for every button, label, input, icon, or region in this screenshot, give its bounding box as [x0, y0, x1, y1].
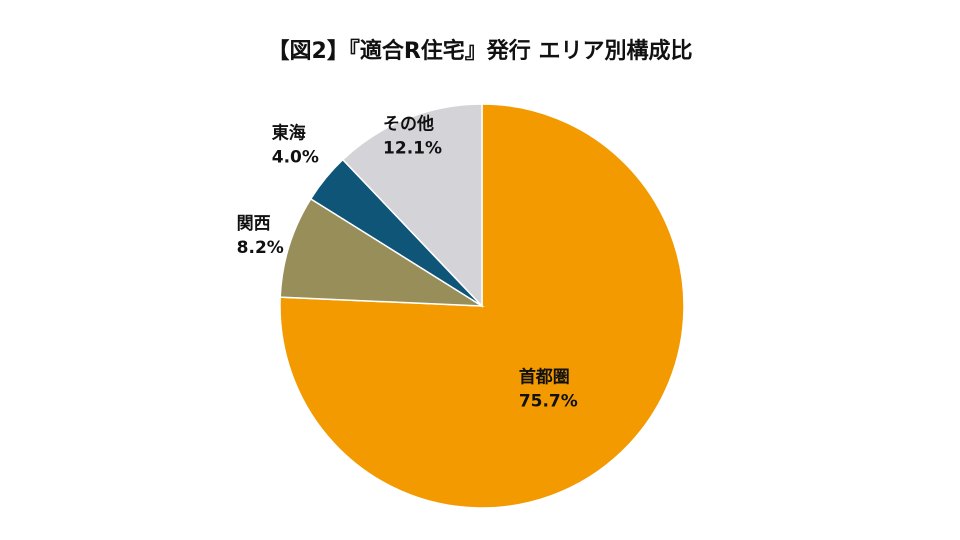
slice-value-label-1: 8.2% — [237, 238, 284, 258]
pie-labels: 首都圏 75.7% 関西 8.2% 東海 4.0% その他 12.1% — [237, 113, 578, 411]
slice-value-label-2: 4.0% — [272, 147, 319, 167]
slice-label-1: 関西 — [237, 214, 271, 234]
slice-value-label-3: 12.1% — [383, 138, 442, 158]
pie-slice-3 — [341, 103, 483, 308]
slice-label-3: その他 — [383, 113, 434, 134]
slice-value-label-0: 75.7% — [519, 391, 578, 411]
slice-label-0: 首都圏 — [519, 366, 570, 387]
pie-slices — [279, 103, 685, 509]
slice-label-2: 東海 — [272, 122, 306, 143]
chart-title: 【図2】『適合R住宅』発行 エリア別構成比 — [267, 39, 693, 64]
pie-slice-1 — [279, 197, 485, 307]
